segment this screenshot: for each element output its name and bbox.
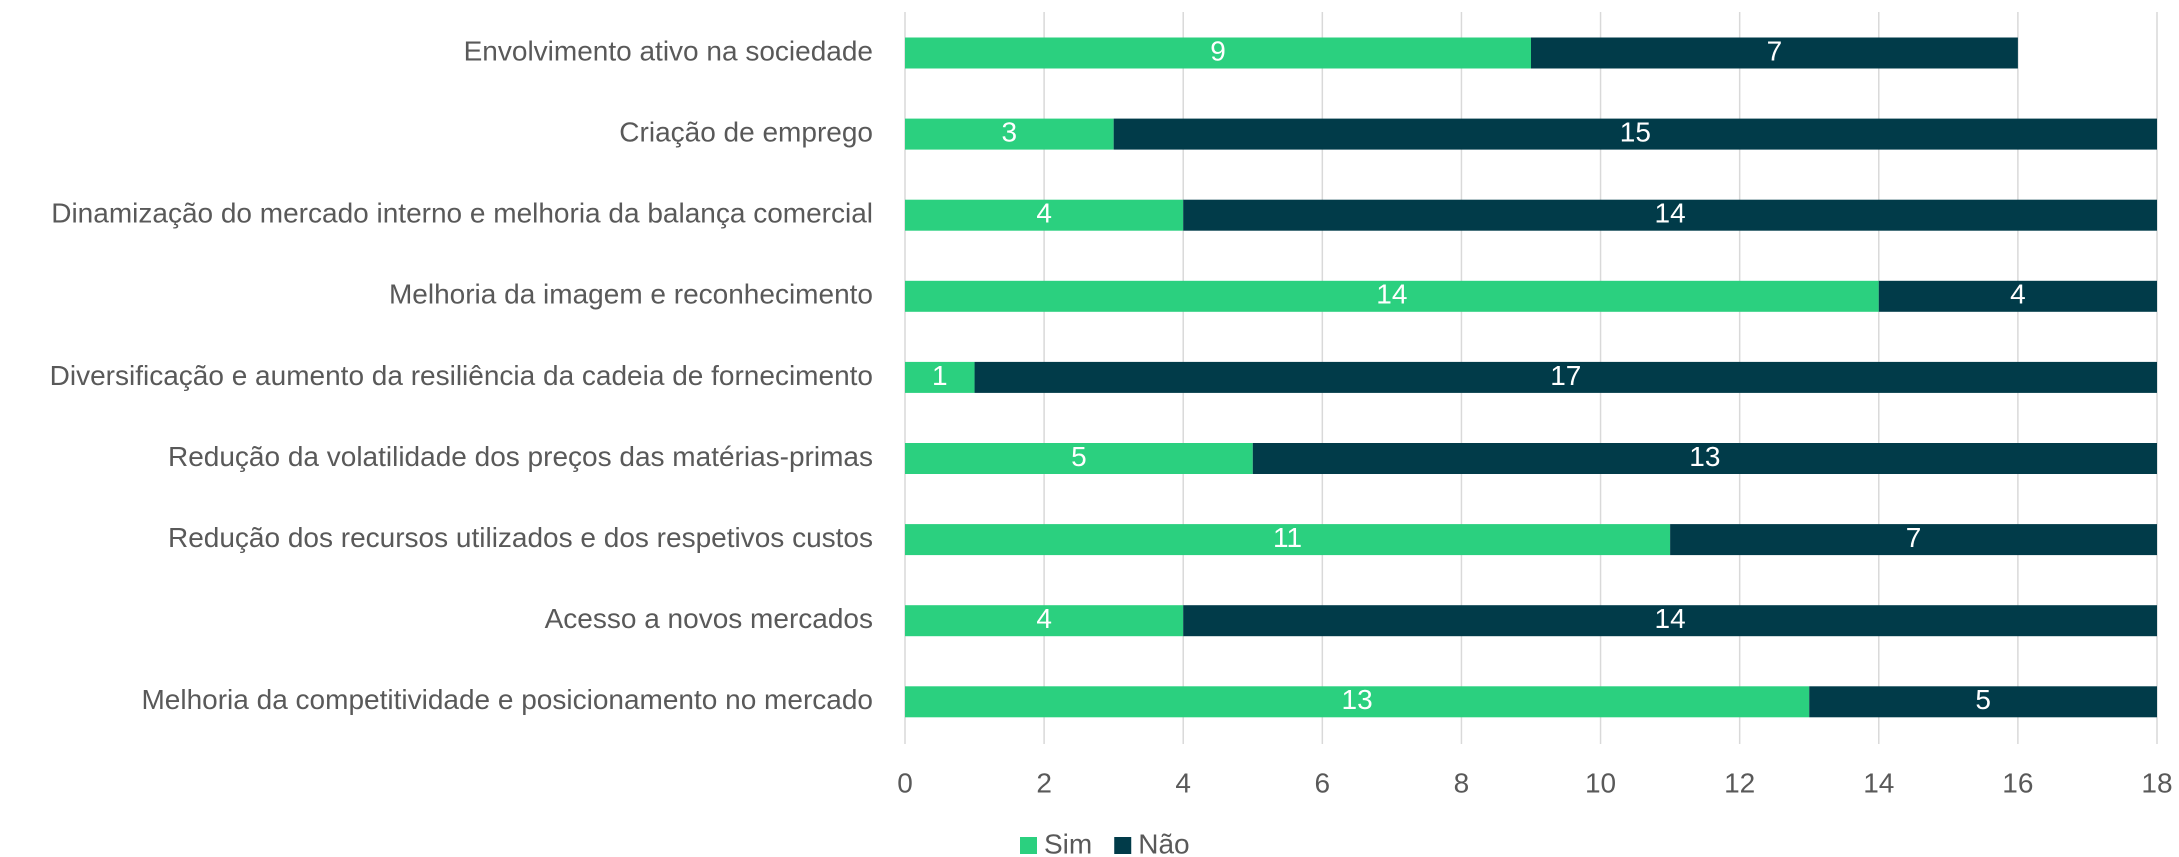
data-label: 17 — [1550, 360, 1581, 391]
data-label: 11 — [1273, 522, 1302, 553]
x-tick-label: 2 — [1036, 767, 1052, 798]
bar-segment — [905, 686, 1810, 718]
bar-segment — [905, 37, 1531, 69]
category-label: Redução dos recursos utilizados e dos re… — [168, 522, 873, 553]
data-label: 4 — [2010, 279, 2026, 310]
category-label: Criação de emprego — [619, 116, 873, 147]
category-label: Redução da volatilidade dos preços das m… — [168, 441, 873, 472]
data-label: 7 — [1906, 522, 1922, 553]
data-label: 14 — [1655, 603, 1686, 634]
bar-segment — [905, 361, 975, 393]
bar-segment — [1878, 280, 2157, 312]
x-tick-label: 10 — [1585, 767, 1616, 798]
data-label: 1 — [932, 360, 948, 391]
bar-segment — [1809, 686, 2157, 718]
bar-segment — [905, 118, 1114, 150]
x-tick-label: 0 — [897, 767, 913, 798]
category-label: Acesso a novos mercados — [545, 603, 873, 634]
x-tick-label: 18 — [2141, 767, 2172, 798]
x-tick-label: 6 — [1315, 767, 1331, 798]
data-label: 4 — [1036, 603, 1052, 634]
data-label: 13 — [1689, 441, 1720, 472]
category-label: Diversificação e aumento da resiliência … — [50, 360, 873, 391]
data-label: 14 — [1655, 198, 1686, 229]
bar-segment — [1252, 443, 2157, 474]
bar-segment — [1113, 118, 2157, 150]
category-label: Melhoria da imagem e reconhecimento — [389, 279, 873, 310]
legend-swatch — [1020, 837, 1037, 854]
bar-segment — [905, 524, 1671, 556]
bar-segment — [1183, 199, 2157, 231]
data-label: 13 — [1342, 684, 1373, 715]
bar-segment — [974, 361, 2157, 393]
x-tick-label: 16 — [2002, 767, 2033, 798]
bar-segment — [1670, 524, 2157, 556]
category-label: Melhoria da competitividade e posicionam… — [141, 684, 873, 715]
category-label: Dinamização do mercado interno e melhori… — [51, 198, 873, 229]
data-label: 5 — [1071, 441, 1087, 472]
x-tick-label: 14 — [1863, 767, 1894, 798]
legend-label: Não — [1138, 828, 1189, 857]
data-label: 9 — [1210, 35, 1226, 66]
bar-segment — [1531, 37, 2018, 69]
bar-segment — [905, 199, 1184, 231]
bar-segment — [905, 280, 1879, 312]
legend-swatch — [1114, 837, 1132, 854]
bar-segment — [905, 605, 1184, 637]
x-tick-label: 8 — [1454, 767, 1470, 798]
bar-segment — [1183, 605, 2157, 637]
data-label: 5 — [1975, 684, 1991, 715]
data-label: 14 — [1376, 279, 1407, 310]
bar-segment — [905, 443, 1253, 474]
legend-label: Sim — [1044, 828, 1092, 857]
x-tick-label: 12 — [1724, 767, 1755, 798]
category-label: Envolvimento ativo na sociedade — [464, 35, 873, 66]
x-tick-label: 4 — [1175, 767, 1191, 798]
data-label: 4 — [1036, 198, 1052, 229]
data-label: 7 — [1767, 35, 1783, 66]
data-label: 15 — [1620, 116, 1651, 147]
data-label: 3 — [1002, 116, 1018, 147]
